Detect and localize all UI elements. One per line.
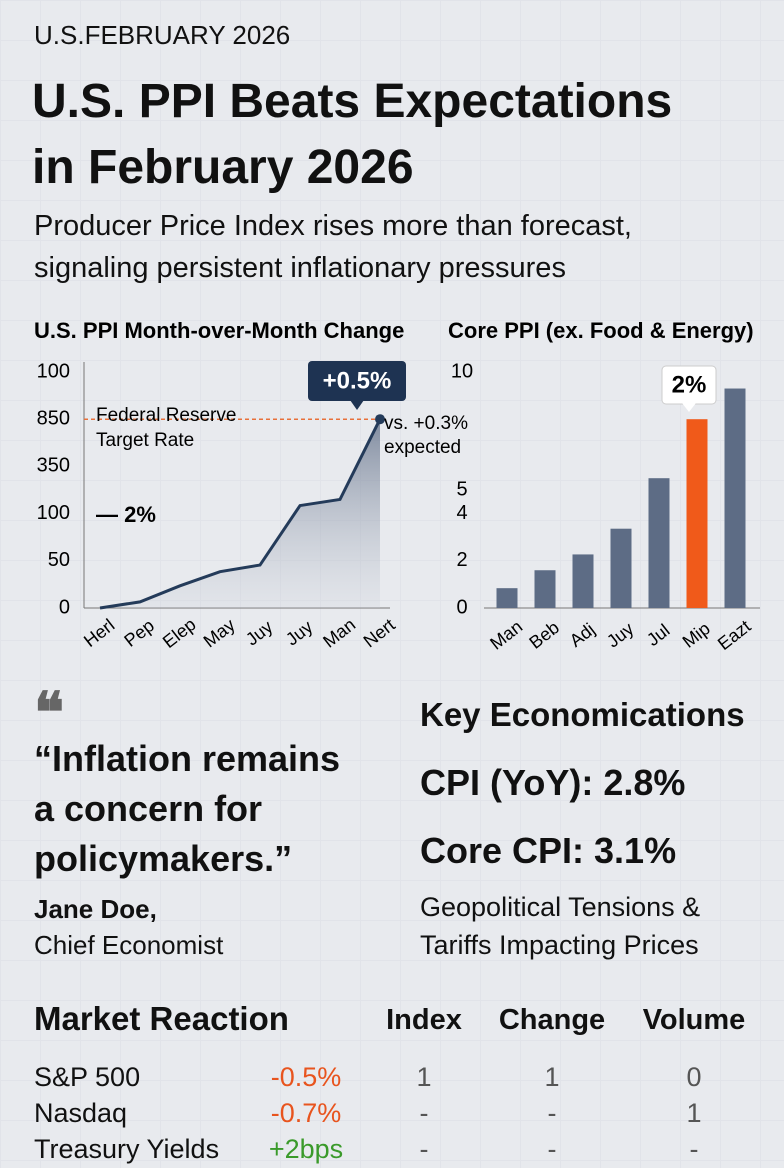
bar [572,554,594,608]
x-tick-label: Man [486,616,526,653]
table-cell: Change [498,1004,606,1036]
bar [496,588,518,608]
table-cell: - [419,1098,429,1128]
y-tick-label: 4 [456,502,467,524]
quote: “Inflation remains [34,738,341,779]
table-cell: 1 [686,1098,702,1128]
bar [724,388,746,608]
table-cell: Nasdaq [34,1098,128,1128]
x-tick-label: Beb [525,617,563,652]
y-tick-label: 5 [456,478,467,500]
subtitle: signaling persistent inflationary pressu… [34,252,566,284]
bar [648,478,670,608]
x-tick-label: Eazt [714,616,755,654]
x-tick-label: Jul [643,620,673,650]
callout-box [308,361,406,401]
table-title: Market Reaction [34,1000,289,1037]
table-cell: Index [386,1004,462,1036]
callout: +0.5% [323,367,392,394]
table-cell: - [547,1134,557,1164]
charts: U.S. PPI Month-over-Month Change Core PP… [34,318,760,654]
table-cell: - [547,1098,557,1128]
x-tick-label: May [200,615,239,652]
table-cell: S&P 500 [34,1062,141,1092]
table-cell: 1 [416,1062,432,1092]
table-cell: - [419,1134,429,1164]
key-note: Geopolitical Tensions & [420,892,701,922]
x-tick-label: Pep [120,615,158,650]
chart-title: U.S. PPI Month-over-Month Change [34,318,404,343]
x-tick-label: Herl [80,615,118,651]
bar [686,419,708,608]
y-tick-label: 100 [37,360,70,382]
title: U.S. PPI Beats Expectations [32,75,673,128]
table-cell: +2bps [268,1134,344,1164]
y-tick-label: 850 [37,407,70,429]
bar [534,570,556,608]
role: Chief Economist [34,930,224,960]
bar [610,528,632,608]
callout: 2% [672,371,707,398]
quote: a concern for [34,788,263,829]
x-tick-label: Man [319,614,359,651]
subtitle: Producer Price Index rises more than for… [34,210,632,242]
table-cell: -0.7% [270,1098,342,1128]
x-tick-label: Adj [566,619,599,651]
author: Jane Doe, [34,894,157,924]
line [99,418,382,610]
annotation: expected [384,437,461,458]
y-tick-label: 2 [456,549,467,571]
point [375,414,385,425]
annotation: vs. +0.3% [384,413,468,434]
annotation: Target Rate [96,430,194,451]
callout-pointer [682,403,696,412]
table-cell: -0.5% [270,1062,342,1092]
table-cell: 1 [544,1062,560,1092]
x-tick-label: Mip [679,618,714,652]
quote-mark: ❝ [34,681,65,744]
annotation: — 2% [96,502,156,527]
table-cell: - [689,1134,699,1164]
x-tick-label: Juy [282,617,316,650]
quote: policymakers.” [34,838,293,879]
table-cell: Volume [642,1004,746,1036]
y-tick-label: 0 [59,596,70,618]
key-title: Key Economications [420,696,745,733]
kicker: U.S.FEBRUARY 2026 [34,20,291,50]
key-item: CPI (YoY): 2.8% [420,762,686,803]
title: in February 2026 [32,141,414,194]
y-tick-label: 0 [456,596,467,618]
annotation: Federal Reserve [96,405,236,426]
x-tick-label: Juy [603,619,637,652]
y-tick-label: 100 [37,502,70,524]
chart-title: Core PPI (ex. Food & Energy) [448,318,754,343]
x-tick-label: Elep [159,614,200,652]
y-tick-label: 10 [451,360,473,382]
y-tick-label: 350 [37,455,70,477]
key-item: Core CPI: 3.1% [420,830,677,871]
x-tick-label: Nert [360,615,399,652]
area [100,419,380,608]
callout-pointer [350,400,364,410]
table-cell: 0 [686,1062,702,1092]
key-note: Tariffs Impacting Prices [420,930,699,960]
table-cell: Treasury Yields [34,1134,220,1164]
y-tick-label: 50 [48,549,70,571]
x-tick-label: Juy [242,617,276,650]
